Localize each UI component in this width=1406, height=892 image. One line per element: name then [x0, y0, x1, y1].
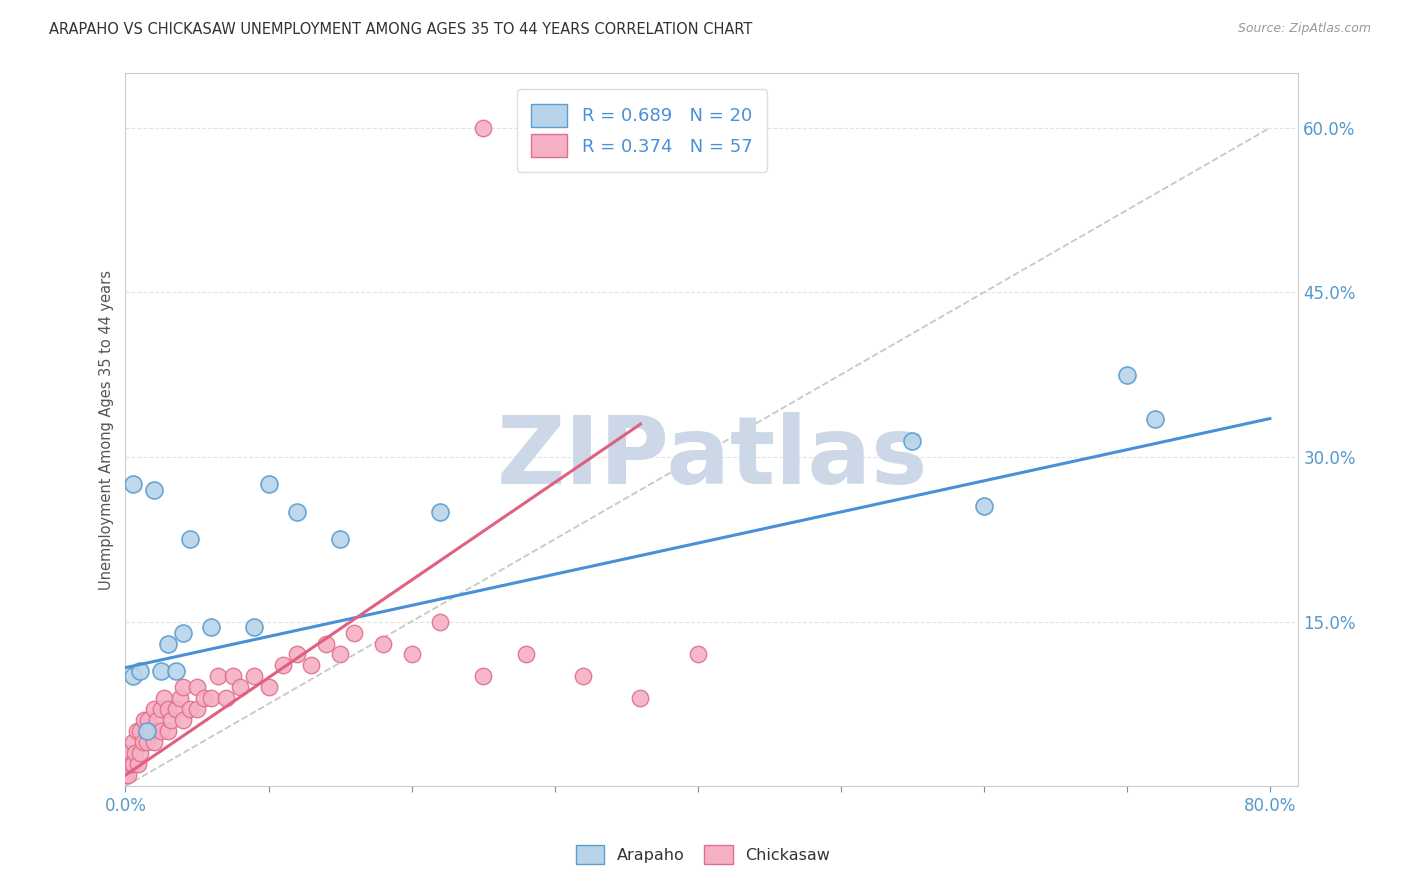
Point — [371, 636, 394, 650]
Point — [257, 681, 280, 695]
Point — [429, 615, 451, 629]
Point — [401, 648, 423, 662]
Point — [515, 648, 537, 662]
Point — [136, 735, 159, 749]
Point — [207, 669, 229, 683]
Point — [1115, 368, 1137, 382]
Point — [343, 625, 366, 640]
Point — [114, 768, 136, 782]
Point — [165, 664, 187, 678]
Point — [143, 483, 166, 497]
Legend: R = 0.689   N = 20, R = 0.374   N = 57: R = 0.689 N = 20, R = 0.374 N = 57 — [516, 89, 766, 171]
Point — [186, 702, 208, 716]
Point — [150, 724, 173, 739]
Point — [315, 636, 337, 650]
Point — [128, 664, 150, 678]
Point — [169, 691, 191, 706]
Point — [630, 691, 652, 706]
Point — [214, 691, 236, 706]
Point — [114, 746, 136, 760]
Point — [124, 746, 146, 760]
Point — [157, 636, 180, 650]
Point — [172, 714, 194, 728]
Point — [193, 691, 215, 706]
Point — [472, 120, 495, 135]
Point — [160, 714, 183, 728]
Point — [150, 702, 173, 716]
Point — [1144, 411, 1167, 425]
Point — [120, 757, 142, 772]
Point — [121, 735, 143, 749]
Point — [257, 477, 280, 491]
Point — [132, 714, 155, 728]
Point — [973, 500, 995, 514]
Point — [121, 669, 143, 683]
Point — [121, 757, 143, 772]
Point — [153, 691, 176, 706]
Point — [472, 669, 495, 683]
Point — [121, 477, 143, 491]
Point — [146, 714, 169, 728]
Text: Source: ZipAtlas.com: Source: ZipAtlas.com — [1237, 22, 1371, 36]
Point — [143, 735, 166, 749]
Point — [200, 691, 222, 706]
Point — [127, 757, 149, 772]
Point — [222, 669, 245, 683]
Point — [150, 664, 173, 678]
Point — [285, 648, 308, 662]
Point — [179, 533, 201, 547]
Point — [200, 620, 222, 634]
Point — [686, 648, 709, 662]
Point — [901, 434, 924, 448]
Point — [186, 681, 208, 695]
Point — [157, 702, 180, 716]
Point — [285, 505, 308, 519]
Point — [136, 724, 159, 739]
Point — [157, 724, 180, 739]
Point — [165, 702, 187, 716]
Point — [172, 681, 194, 695]
Text: ARAPAHO VS CHICKASAW UNEMPLOYMENT AMONG AGES 35 TO 44 YEARS CORRELATION CHART: ARAPAHO VS CHICKASAW UNEMPLOYMENT AMONG … — [49, 22, 752, 37]
Point — [117, 768, 139, 782]
Point — [243, 669, 266, 683]
Y-axis label: Unemployment Among Ages 35 to 44 years: Unemployment Among Ages 35 to 44 years — [100, 269, 114, 590]
Point — [114, 757, 136, 772]
Point — [229, 681, 252, 695]
Point — [128, 746, 150, 760]
Point — [329, 533, 352, 547]
Point — [271, 658, 294, 673]
Text: ZIPatlas: ZIPatlas — [496, 412, 928, 504]
Point — [131, 735, 153, 749]
Point — [172, 625, 194, 640]
Point — [301, 658, 323, 673]
Point — [117, 746, 139, 760]
Point — [125, 724, 148, 739]
Point — [179, 702, 201, 716]
Point — [128, 724, 150, 739]
Point — [138, 714, 160, 728]
Legend: Arapaho, Chickasaw: Arapaho, Chickasaw — [569, 838, 837, 871]
Point — [572, 669, 595, 683]
Point — [243, 620, 266, 634]
Point — [429, 505, 451, 519]
Point — [141, 724, 163, 739]
Point — [143, 702, 166, 716]
Point — [329, 648, 352, 662]
